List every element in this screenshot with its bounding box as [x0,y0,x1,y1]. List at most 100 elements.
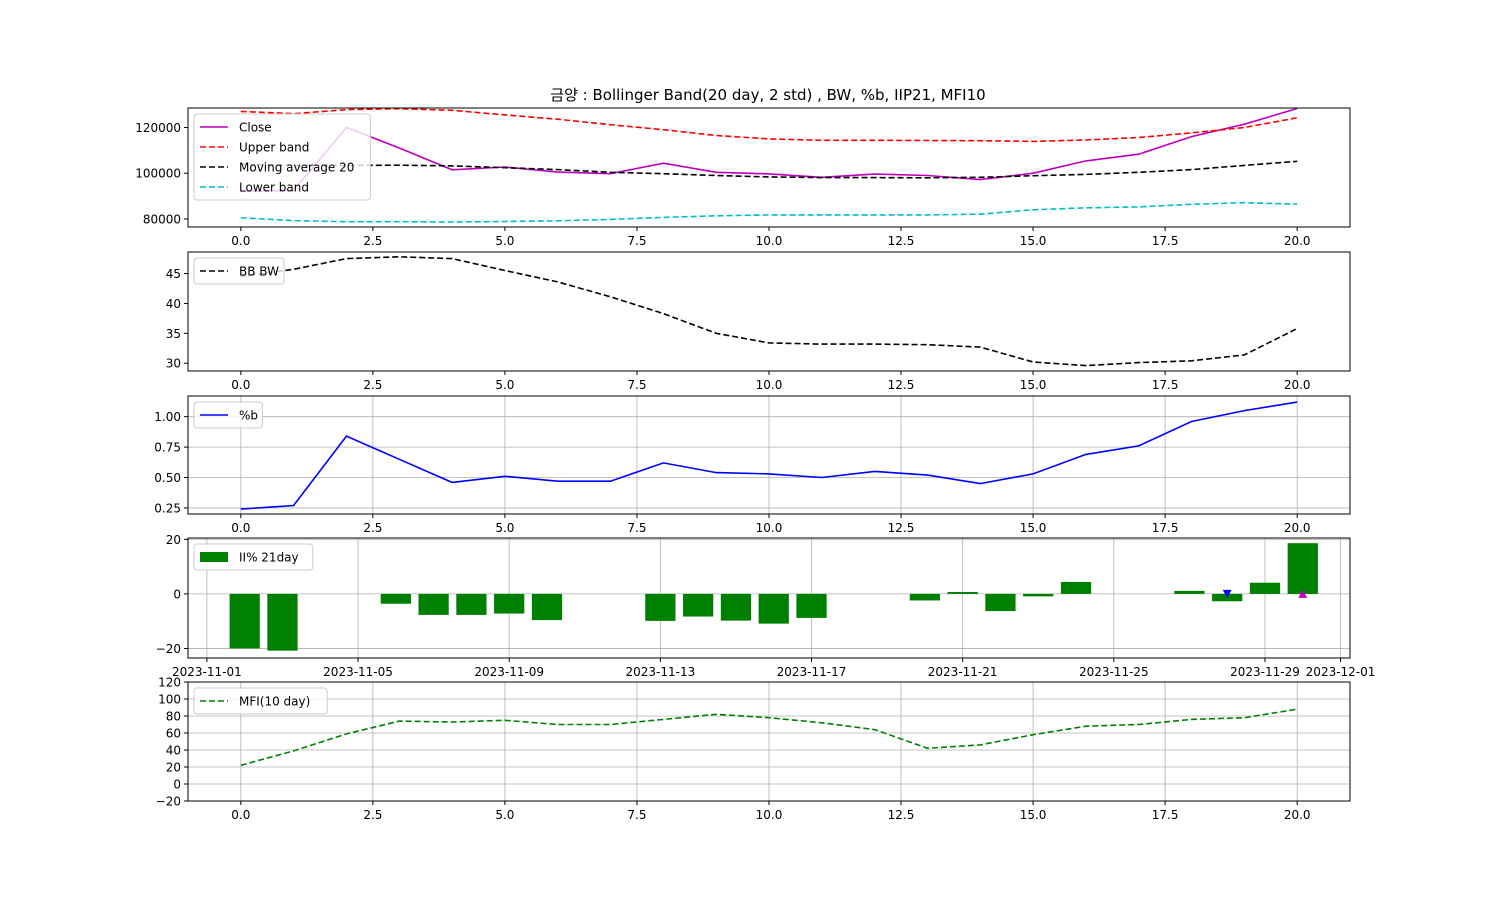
bar [1060,581,1092,594]
y-tick-label: 120 [158,676,181,690]
bar [456,593,487,615]
plot-area [229,543,1318,651]
signal-marker-triangle-up [1298,589,1308,598]
x-tick-label: 2.5 [363,234,382,248]
legend: BB BW [193,257,285,285]
bar [494,593,525,614]
x-tick-label: 12.5 [888,808,915,822]
series-line-lower-band [240,201,1298,223]
series-line-mfi-10-day- [240,708,1298,767]
legend-label: %b [239,409,258,423]
x-tick-label: 20.0 [1284,521,1311,535]
plot-area [240,401,1298,510]
subplot-2: 0.0 2.5 5.0 7.5 10.0 12.5 15.0 17.5 20.0 30 35 40 45… [166,251,1351,392]
y-tick-label: 40 [166,744,181,758]
legend-label: II% 21day [239,551,299,565]
x-tick-label: 2.5 [363,808,382,822]
y-tick-label: 0.25 [154,501,181,515]
x-tick-label: 2023-11-09 [474,665,544,679]
x-tick-label: 12.5 [888,378,915,392]
legend-swatch [200,552,228,562]
y-tick-label: 120000 [135,121,181,135]
y-tick-label: 1.00 [154,410,181,424]
axes-frame [187,251,1351,372]
x-tick-label: 2023-11-05 [323,665,393,679]
y-tick-label: 80 [166,710,181,724]
x-tick-label: 20.0 [1284,808,1311,822]
series-line--b [240,401,1298,510]
x-tick-label: 2023-11-13 [625,665,695,679]
x-tick-label: 15.0 [1020,378,1047,392]
legend: %b [193,401,263,429]
x-tick-label: 20.0 [1284,378,1311,392]
bar [1287,543,1318,594]
series-line-bb-bw [240,255,1298,367]
bar [947,592,978,594]
y-tick-label: 100000 [135,167,181,181]
legend-frame [193,113,371,201]
x-tick-label: 5.0 [495,378,514,392]
y-tick-label: 0.75 [154,441,181,455]
y-tick-label: 80000 [143,212,181,226]
bar [683,593,714,617]
chart-title: 금양 : Bollinger Band(20 day, 2 std) , BW,… [550,86,985,104]
y-tick-label: −20 [156,642,181,656]
bar [1174,590,1205,594]
x-tick-label: 12.5 [888,521,915,535]
y-tick-label: 20 [166,761,181,775]
legend-label: BB BW [239,265,279,279]
legend-label: Moving average 20 [239,161,354,175]
x-tick-label: 0.0 [231,521,250,535]
x-tick-label: 15.0 [1020,234,1047,248]
x-tick-label: 7.5 [627,378,646,392]
legend-frame [193,687,328,715]
signal-marker-triangle-down [1222,589,1232,598]
subplot-5: 0.0 2.5 5.0 7.5 10.0 12.5 15.0 17.5 20.0 −20 0 20 40… [156,676,1351,822]
x-tick-label: 2.5 [363,378,382,392]
bar [758,593,789,624]
bar [796,593,827,618]
x-tick-label: 2.5 [363,521,382,535]
bar [267,593,298,651]
x-tick-label: 15.0 [1020,808,1047,822]
x-tick-label: 7.5 [627,521,646,535]
x-tick-label: 0.0 [231,808,250,822]
x-tick-label: 17.5 [1152,808,1179,822]
y-tick-label: 60 [166,727,181,741]
x-tick-label: 20.0 [1284,234,1311,248]
x-tick-label: 10.0 [756,521,783,535]
legend: Close Upper band Moving average 20 Lower ba… [193,113,371,201]
y-tick-label: 45 [166,267,181,281]
y-tick-label: 0.50 [154,471,181,485]
plot-area [240,255,1298,367]
x-tick-label: 7.5 [627,234,646,248]
series-line-moving-average-20 [240,160,1298,179]
y-tick-label: 40 [166,297,181,311]
x-tick-label: 2023-12-01 [1306,665,1376,679]
bar [380,593,411,604]
bar [909,593,940,601]
x-tick-label: 5.0 [495,234,514,248]
x-tick-label: 2023-11-17 [777,665,847,679]
x-tick-label: 5.0 [495,521,514,535]
bar [1023,593,1054,597]
legend-frame [193,401,263,429]
subplot-4: 2023-11-01 2023-11-05 2023-11-09 2023-11-13… [156,533,1376,679]
series-line-close [240,108,1298,193]
x-tick-label: 17.5 [1152,521,1179,535]
bar [229,593,260,649]
legend-label: Upper band [239,141,309,155]
legend: MFI(10 day) [193,687,328,715]
x-tick-label: 17.5 [1152,234,1179,248]
y-tick-label: 0 [173,778,181,792]
y-tick-label: 30 [166,357,181,371]
series-line-upper-band [240,108,1298,143]
bar [1249,582,1281,594]
legend-label: MFI(10 day) [239,695,310,709]
x-tick-label: 15.0 [1020,521,1047,535]
bar [985,593,1016,612]
y-tick-label: 100 [158,693,181,707]
bar [531,593,563,621]
x-tick-label: 10.0 [756,234,783,248]
